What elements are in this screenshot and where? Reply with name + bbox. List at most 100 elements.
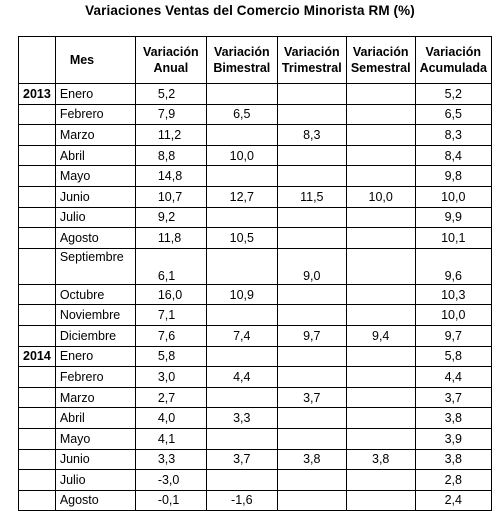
- cell-year: [18, 124, 56, 146]
- cell-trimestral: [276, 427, 347, 450]
- cell-trimestral: [276, 469, 347, 491]
- cell-anual: 7,6: [134, 324, 207, 347]
- cell-bimestral: 7,4: [205, 324, 278, 347]
- cell-anual: 6,1: [134, 247, 207, 285]
- table-row: Marzo 2,7 3,7 3,7: [18, 386, 492, 409]
- cell-trimestral: [276, 304, 347, 326]
- table-row: Febrero 7,9 6,5 6,5: [18, 103, 492, 126]
- cell-mes: Enero: [54, 83, 136, 105]
- cell-acumulada: 10,0: [414, 185, 492, 208]
- cell-mes: Agosto: [54, 489, 136, 511]
- cell-anual: 14,8: [134, 165, 207, 187]
- table-row: Agosto 11,8 10,5 10,1: [18, 227, 492, 249]
- cell-year: [18, 185, 56, 208]
- cell-anual: 11,2: [134, 124, 207, 146]
- cell-anual: -0,1: [134, 489, 207, 511]
- cell-acumulada: 10,1: [414, 227, 492, 249]
- cell-anual: 7,9: [134, 103, 207, 126]
- cell-acumulada: 9,8: [414, 165, 492, 187]
- cell-mes: Abril: [54, 144, 136, 167]
- cell-semestral: [345, 283, 416, 306]
- cell-trimestral: [276, 345, 347, 368]
- table-title: Variaciones Ventas del Comercio Minorist…: [85, 3, 415, 18]
- table-row: Octubre 16,0 10,9 10,3: [18, 283, 492, 306]
- cell-trimestral: 11,5: [276, 185, 347, 208]
- cell-year: [18, 407, 56, 429]
- cell-year: [18, 206, 56, 229]
- cell-trimestral: [276, 83, 347, 105]
- cell-anual: 3,0: [134, 366, 207, 388]
- cell-anual: 11,8: [134, 227, 207, 249]
- sales-variation-table: Mes Variación Anual Variación Bimestral …: [18, 36, 492, 511]
- cell-anual: 10,7: [134, 185, 207, 208]
- cell-mes: Febrero: [54, 366, 136, 388]
- cell-semestral: [345, 124, 416, 146]
- cell-semestral: [345, 469, 416, 491]
- cell-semestral: [345, 83, 416, 105]
- cell-semestral: [345, 103, 416, 126]
- table-row: 2013 Enero 5,2 5,2: [18, 83, 492, 105]
- cell-mes: Febrero: [54, 103, 136, 126]
- table-row: Febrero 3,0 4,4 4,4: [18, 366, 492, 388]
- cell-year: [18, 247, 56, 285]
- cell-bimestral: 3,7: [205, 448, 278, 471]
- cell-year: 2014: [18, 345, 56, 368]
- table-row: Abril 4,0 3,3 3,8: [18, 407, 492, 429]
- cell-mes: Marzo: [54, 386, 136, 409]
- cell-semestral: [345, 386, 416, 409]
- header-acumulada: Variación Acumulada: [414, 36, 492, 84]
- cell-year: [18, 304, 56, 326]
- cell-bimestral: [205, 386, 278, 409]
- cell-trimestral: [276, 144, 347, 167]
- cell-mes: Abril: [54, 407, 136, 429]
- cell-semestral: 10,0: [345, 185, 416, 208]
- header-semestral: Variación Semestral: [345, 36, 416, 84]
- header-bimestral: Variación Bimestral: [205, 36, 278, 84]
- cell-bimestral: 4,4: [205, 366, 278, 388]
- cell-trimestral: [276, 227, 347, 249]
- cell-year: 2013: [18, 83, 56, 105]
- header-trimestral: Variación Trimestral: [276, 36, 347, 84]
- cell-year: [18, 448, 56, 471]
- cell-acumulada: 2,8: [414, 469, 492, 491]
- cell-bimestral: 10,5: [205, 227, 278, 249]
- cell-semestral: [345, 247, 416, 285]
- cell-trimestral: [276, 283, 347, 306]
- table-row: Agosto -0,1 -1,6 2,4: [18, 489, 492, 511]
- cell-bimestral: [205, 124, 278, 146]
- cell-year: [18, 489, 56, 511]
- cell-mes: Noviembre: [54, 304, 136, 326]
- cell-bimestral: [205, 247, 278, 285]
- cell-trimestral: [276, 103, 347, 126]
- cell-anual: -3,0: [134, 469, 207, 491]
- cell-trimestral: [276, 407, 347, 429]
- cell-bimestral: -1,6: [205, 489, 278, 511]
- cell-bimestral: 3,3: [205, 407, 278, 429]
- cell-mes: Diciembre: [54, 324, 136, 347]
- cell-year: [18, 103, 56, 126]
- cell-mes: Julio: [54, 469, 136, 491]
- cell-semestral: [345, 165, 416, 187]
- cell-trimestral: 3,7: [276, 386, 347, 409]
- cell-semestral: [345, 489, 416, 511]
- cell-mes: Octubre: [54, 283, 136, 306]
- table-row: Septiembre 6,1 9,0 9,6: [18, 247, 492, 285]
- cell-anual: 3,3: [134, 448, 207, 471]
- cell-bimestral: [205, 206, 278, 229]
- cell-bimestral: [205, 165, 278, 187]
- table-row: Noviembre 7,1 10,0: [18, 304, 492, 326]
- cell-acumulada: 8,4: [414, 144, 492, 167]
- table-row: Julio 9,2 9,9: [18, 206, 492, 229]
- table-row: Junio 3,3 3,7 3,8 3,8 3,8: [18, 448, 492, 471]
- cell-anual: 8,8: [134, 144, 207, 167]
- cell-bimestral: 6,5: [205, 103, 278, 126]
- cell-semestral: [345, 407, 416, 429]
- cell-anual: 9,2: [134, 206, 207, 229]
- cell-semestral: [345, 427, 416, 450]
- cell-anual: 2,7: [134, 386, 207, 409]
- cell-mes: Marzo: [54, 124, 136, 146]
- header-anual: Variación Anual: [134, 36, 207, 84]
- cell-acumulada: 8,3: [414, 124, 492, 146]
- cell-bimestral: [205, 83, 278, 105]
- cell-trimestral: 9,0: [276, 247, 347, 285]
